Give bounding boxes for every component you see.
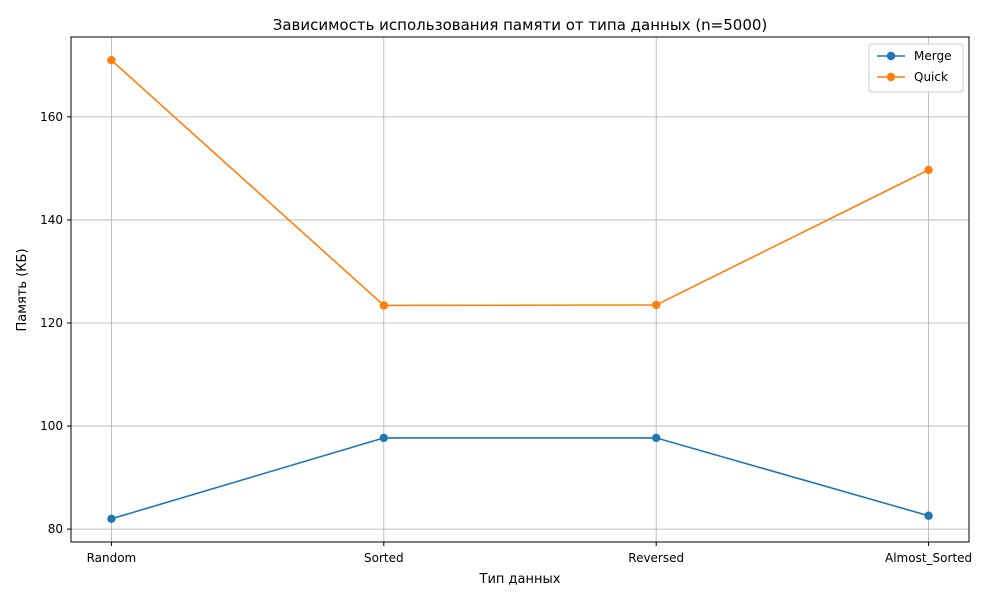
data-point-merge: [924, 511, 933, 520]
legend-marker-merge: [886, 51, 896, 61]
y-tick-label: 80: [48, 522, 63, 536]
grid-lines: [71, 37, 969, 542]
x-tick-label: Almost_Sorted: [885, 551, 972, 565]
plot-frame: [70, 36, 970, 543]
series-line-quick: [110, 59, 929, 307]
x-tick-label: Sorted: [364, 551, 404, 565]
legend-label-merge: Merge: [914, 49, 951, 63]
legend: Merge Quick: [868, 43, 964, 93]
data-point-quick: [924, 165, 933, 175]
legend-label-quick: Quick: [914, 70, 948, 84]
data-point-quick: [379, 301, 389, 310]
series-layer: [107, 55, 933, 524]
data-point-merge: [107, 514, 116, 524]
y-tick-label: 100: [40, 419, 63, 433]
chart-title: Зависимость использования памяти от типа…: [273, 16, 768, 34]
axis-ticks: Random Sorted Reversed Almost_Sorted 80 100 12…: [40, 110, 972, 565]
y-tick-label: 160: [40, 110, 63, 124]
data-point-quick: [107, 55, 116, 65]
y-axis-label: Память (КБ): [15, 248, 30, 331]
x-tick-label: Random: [87, 551, 137, 565]
data-point-quick: [651, 300, 661, 310]
x-tick-label: Reversed: [628, 551, 684, 565]
y-tick-label: 140: [40, 213, 63, 227]
data-point-merge: [651, 433, 661, 443]
series-line-merge: [111, 437, 929, 520]
y-tick-label: 120: [40, 316, 63, 330]
x-axis-label: Тип данных: [479, 572, 561, 587]
data-point-merge: [379, 433, 389, 443]
legend-marker-quick: [886, 72, 896, 82]
